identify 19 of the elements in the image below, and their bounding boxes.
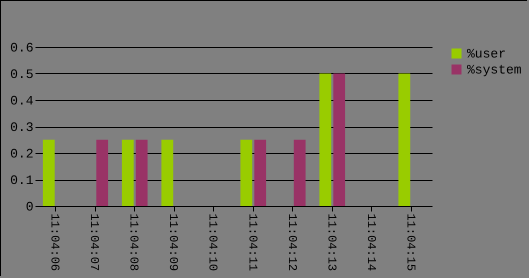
x-tick-label: 11:04:15 [403, 214, 418, 272]
x-tick-label: 11:04:06 [48, 214, 62, 272]
legend-label: %system [467, 62, 522, 78]
x-tick-label: 11:04:13 [324, 214, 338, 272]
y-tick-label: 0.3 [10, 120, 34, 135]
y-tick-label: 0.5 [10, 67, 34, 82]
y-tick-label: 0.6 [10, 40, 34, 56]
x-tick-label: 11:04:08 [126, 214, 141, 272]
y-tick-label: 0.2 [10, 146, 34, 162]
x-tick-label: 11:04:11 [245, 214, 260, 272]
x-tick-label: 11:04:07 [87, 214, 102, 272]
x-tick-label: 11:04:12 [284, 214, 299, 272]
y-tick-label: 0 [26, 200, 34, 214]
x-tick-label: 11:04:14 [364, 214, 378, 272]
x-tick-label: 11:04:09 [166, 214, 180, 272]
legend-label: %user [467, 46, 506, 62]
x-tick-label: 11:04:10 [206, 214, 220, 272]
y-tick-label: 0.1 [10, 173, 34, 188]
y-tick-label: 0.4 [10, 94, 34, 108]
